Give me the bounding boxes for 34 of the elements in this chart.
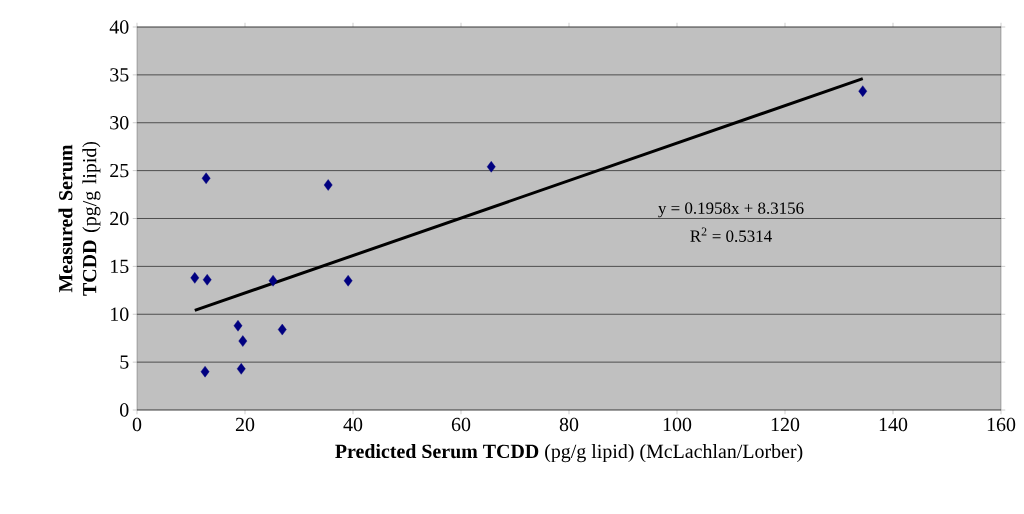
annotation: R$^{2}$ = 0.5314 — [690, 227, 772, 242]
y-tick-label: 40 — [109, 20, 129, 34]
point — [202, 274, 212, 286]
y-tick-label: 30 — [110, 116, 129, 130]
point — [201, 172, 211, 184]
y-tick-label: 5 — [120, 355, 129, 369]
x-tick-label: 120 — [771, 417, 800, 432]
x-tick-label: 60 — [451, 417, 471, 432]
x-tick-label: 160 — [987, 417, 1016, 432]
x-tick-label: 40 — [343, 417, 363, 432]
y-tick-label: 25 — [110, 163, 129, 178]
x-tick-label: 100 — [663, 417, 692, 432]
y-tick-label: 15 — [111, 259, 129, 274]
x-tick-label: 80 — [559, 417, 579, 432]
point — [190, 272, 200, 284]
y-tick-label: 0 — [120, 403, 129, 417]
y-tick-label: 20 — [110, 211, 129, 226]
point — [343, 275, 353, 287]
point — [238, 335, 248, 347]
x-tick-label: 0 — [132, 417, 142, 432]
y-tick-label: 10 — [111, 307, 129, 321]
x-tick-label: 140 — [879, 417, 908, 432]
point — [486, 161, 496, 173]
point — [200, 366, 210, 378]
point — [268, 275, 278, 287]
point — [233, 320, 243, 332]
x-axis-title: Predicted Serum TCDD (pg/g lipid) (McLachlan/Lorber) — [335, 444, 803, 463]
x-tick-label: 20 — [235, 417, 255, 432]
point — [236, 363, 246, 375]
point — [323, 179, 333, 191]
point — [277, 323, 287, 336]
point — [858, 85, 868, 97]
y-tick-label: 35 — [110, 68, 129, 82]
annotation: y = 0.1958x + 8.3156 — [658, 202, 804, 218]
